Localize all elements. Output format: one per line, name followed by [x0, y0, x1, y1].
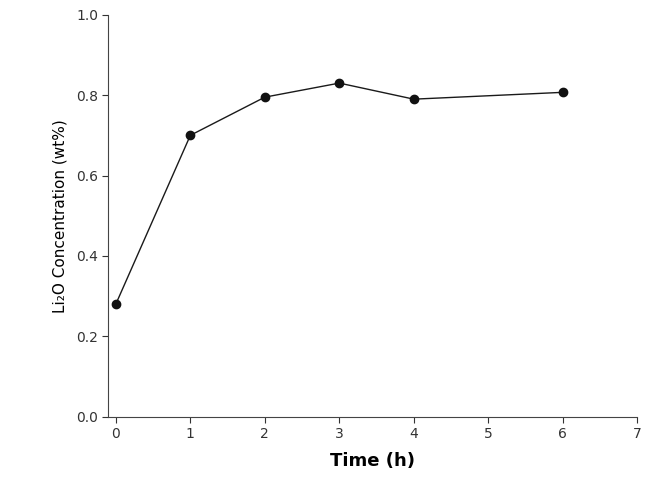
Y-axis label: Li₂O Concentration (wt%): Li₂O Concentration (wt%)	[53, 119, 68, 313]
X-axis label: Time (h): Time (h)	[330, 452, 415, 470]
